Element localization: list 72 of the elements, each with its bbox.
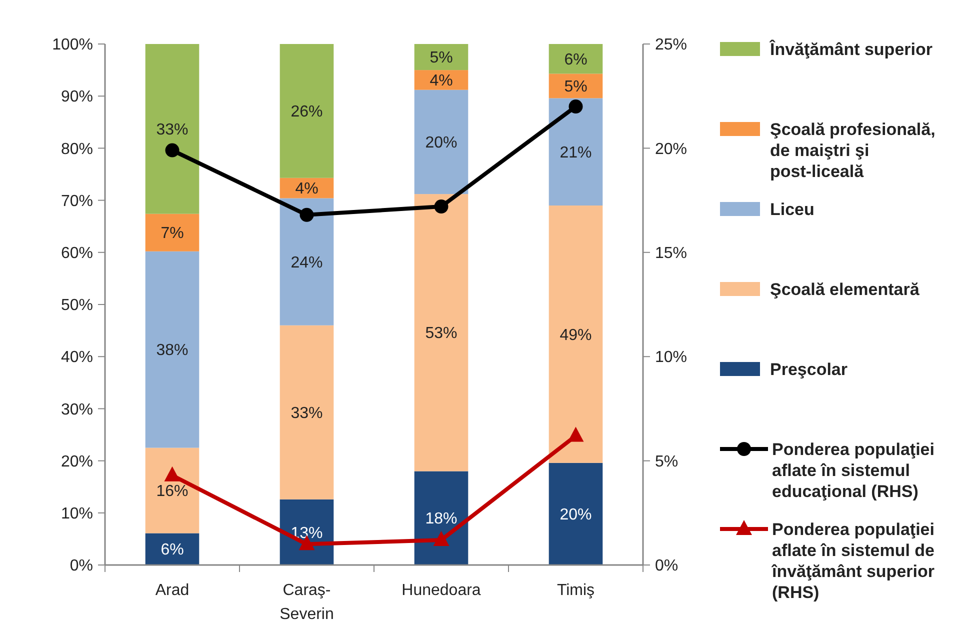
y-tick-label: 40% — [60, 349, 93, 366]
point — [568, 100, 583, 114]
bar — [280, 44, 334, 178]
data-label: 21% — [560, 144, 592, 162]
y-tick-label: 30% — [60, 401, 93, 418]
bar — [145, 44, 200, 214]
data-label: 4% — [295, 180, 318, 198]
legend-label: Liceu — [770, 200, 814, 219]
data-label: 26% — [290, 104, 323, 121]
data-label: 53% — [425, 325, 458, 342]
y-tick-label: 20% — [60, 453, 93, 470]
bar — [414, 90, 468, 194]
y2-tick-label: 10% — [655, 349, 688, 366]
legend-label: Şcoală elementară — [770, 280, 920, 299]
y2-tick-label: 25% — [655, 36, 688, 54]
bar — [548, 206, 603, 463]
bar — [414, 194, 468, 472]
bar — [280, 325, 334, 500]
bar — [548, 98, 603, 206]
data-label: 6% — [564, 51, 588, 68]
data-label: 20% — [560, 506, 592, 524]
y-tick-label: 50% — [60, 297, 93, 314]
bar — [548, 74, 603, 98]
bar — [145, 448, 200, 534]
bar — [280, 499, 334, 565]
legend-label: Ponderea populaţiei aflate în sistemul educaţional (RHS) — [772, 440, 934, 501]
y2-tick-label: 0% — [655, 558, 678, 575]
data-label: 38% — [156, 342, 188, 360]
data-label: 20% — [425, 134, 458, 152]
bar — [548, 44, 603, 74]
data-label: 33% — [156, 122, 188, 139]
x-tick-label: Arad — [155, 582, 190, 599]
point — [568, 426, 584, 442]
x-tick-label: Hunedoara — [402, 582, 481, 599]
y-tick-label: 100% — [52, 36, 93, 54]
data-label: 16% — [156, 483, 188, 500]
point — [433, 530, 450, 546]
point — [300, 208, 314, 222]
y-tick-label: 60% — [60, 245, 93, 262]
data-label: 4% — [430, 72, 453, 90]
y2-tick-label: 15% — [655, 245, 688, 262]
x-tick-label: Timiş — [556, 582, 595, 599]
x-tick-label: Caraş-Severin — [280, 582, 334, 623]
bar — [145, 251, 200, 448]
bar — [414, 471, 468, 565]
data-label: 33% — [290, 404, 323, 422]
legend-label: Ponderea populaţiei aflate în sistemul de învăţământ superior (RHS) — [771, 520, 935, 602]
bar — [280, 198, 334, 326]
data-label: 24% — [290, 254, 323, 272]
bar — [145, 533, 200, 565]
point — [165, 143, 180, 158]
y-tick-label: 90% — [60, 88, 93, 106]
y-tick-label: 10% — [60, 506, 93, 522]
data-label: 18% — [425, 510, 458, 528]
y-tick-label: 70% — [60, 192, 93, 210]
bar — [145, 214, 200, 252]
data-label: 7% — [160, 225, 184, 242]
bar — [414, 44, 468, 70]
data-label: 49% — [560, 326, 592, 344]
legend-label: Învăţământ superior — [769, 39, 933, 59]
y2-tick-label: 20% — [655, 140, 688, 158]
point — [434, 200, 448, 214]
data-label: 5% — [430, 50, 453, 67]
y-tick-label: 80% — [60, 140, 93, 158]
y2-tick-label: 5% — [655, 453, 678, 470]
bar — [548, 462, 603, 565]
y-tick-label: 0% — [70, 558, 93, 575]
data-label: 6% — [160, 542, 184, 559]
legend-label: Şcoală profesională, de maiştri şi post-liceală — [770, 120, 936, 181]
point — [164, 466, 180, 482]
legend-label: Preşcolar — [770, 360, 848, 379]
data-label: 5% — [564, 78, 588, 96]
